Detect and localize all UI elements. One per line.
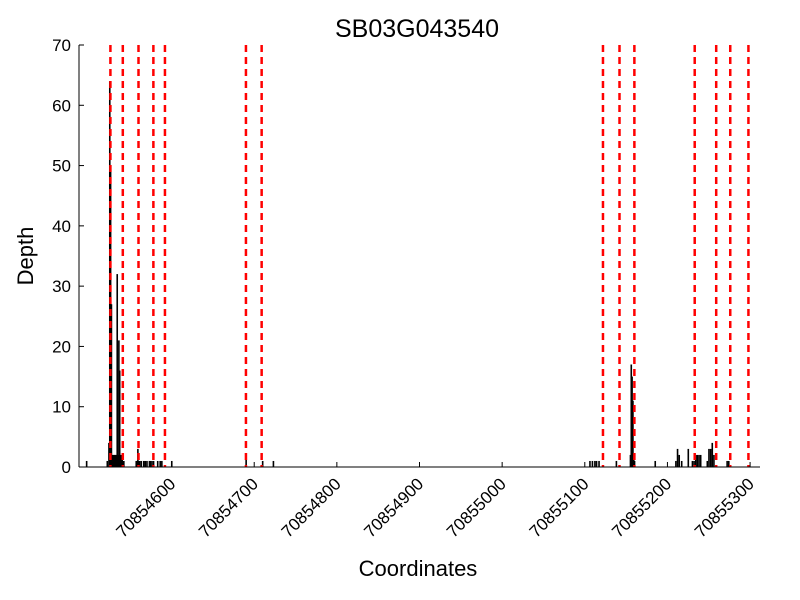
depth-bar	[594, 460, 596, 467]
y-tick-label: 0	[62, 458, 71, 477]
x-tick-label: 70854800	[278, 474, 345, 541]
y-tick-label: 60	[52, 96, 71, 115]
depth-bar	[632, 454, 635, 467]
depth-bar	[115, 454, 118, 467]
depth-bar	[726, 460, 728, 467]
chart-title: SB03G043540	[335, 15, 499, 43]
depth-bar	[706, 460, 709, 467]
depth-bar	[630, 364, 633, 467]
y-tick-label: 20	[52, 337, 71, 356]
x-axis-label: Coordinates	[359, 556, 478, 581]
depth-bar	[699, 454, 702, 467]
x-tick-label: 70855000	[443, 474, 510, 541]
depth-bar	[112, 454, 114, 467]
depth-bar	[148, 460, 151, 467]
depth-bar	[85, 460, 88, 467]
exon-boundary-markers	[109, 45, 750, 467]
depth-bar	[121, 454, 123, 467]
y-tick-label: 40	[52, 217, 71, 236]
depth-bar	[591, 460, 594, 467]
depth-bar	[713, 454, 715, 467]
depth-bar	[633, 460, 636, 467]
depth-bar	[698, 454, 700, 467]
depth-bar	[114, 454, 117, 467]
depth-bar	[152, 460, 155, 467]
depth-bar	[113, 454, 115, 467]
depth-bar	[122, 460, 124, 467]
depth-bar	[680, 460, 683, 467]
x-tick-label: 70855100	[526, 474, 593, 541]
depth-bar	[118, 340, 120, 467]
depth-bar	[108, 442, 110, 467]
y-tick-label: 50	[52, 157, 71, 176]
depth-bar	[598, 460, 600, 467]
x-tick-label: 70855200	[608, 474, 675, 541]
x-tick-label: 70854900	[360, 474, 427, 541]
depth-bar	[136, 460, 138, 467]
y-tick-label: 30	[52, 277, 71, 296]
depth-bar	[151, 460, 153, 467]
depth-bar	[709, 448, 712, 467]
depth-bar	[687, 448, 690, 467]
depth-bar	[711, 442, 714, 467]
depth-bar	[144, 460, 147, 467]
depth-bar	[149, 460, 152, 467]
depth-bar	[135, 460, 138, 467]
depth-bar	[629, 454, 632, 467]
depth-bar	[678, 454, 681, 467]
depth-bar	[117, 454, 119, 467]
depth-bar	[146, 460, 148, 467]
depth-bar	[691, 460, 694, 467]
x-tick-label: 70854600	[113, 474, 180, 541]
depth-bars	[85, 81, 730, 468]
depth-bar	[693, 460, 695, 467]
depth-bar	[118, 370, 121, 467]
depth-bar	[676, 448, 679, 467]
depth-bar	[245, 454, 247, 467]
depth-bar	[631, 376, 633, 467]
depth-bar	[272, 460, 275, 467]
depth-bar	[159, 460, 161, 467]
depth-bar	[156, 460, 159, 467]
depth-bar	[161, 460, 163, 467]
depth-bar	[261, 460, 264, 467]
depth-bar	[116, 274, 119, 467]
depth-bar	[120, 454, 123, 467]
depth-bar	[595, 460, 598, 467]
depth-bar	[142, 460, 145, 467]
y-tick-label: 70	[52, 36, 71, 55]
depth-bar	[109, 165, 112, 467]
depth-bar	[140, 460, 142, 467]
depth-bar	[111, 454, 114, 467]
depth-bar	[138, 460, 141, 467]
x-tick-label: 70854700	[195, 474, 262, 541]
y-axis-label: Depth	[13, 227, 38, 286]
depth-bar	[119, 454, 122, 467]
depth-bar	[137, 460, 140, 467]
depth-bar	[727, 460, 730, 467]
depth-bar	[589, 460, 591, 467]
depth-bar	[675, 460, 677, 467]
depth-bar	[654, 460, 657, 467]
depth-bar	[106, 460, 109, 467]
depth-bar	[696, 454, 699, 467]
depth-bar	[694, 454, 697, 467]
depth-bar	[615, 460, 618, 467]
depth-bar	[632, 400, 634, 467]
depth-bar	[113, 454, 116, 467]
depth-bar	[123, 460, 125, 467]
depth-bar	[708, 448, 710, 467]
x-tick-label: 70855300	[691, 474, 758, 541]
y-tick-label: 10	[52, 398, 71, 417]
